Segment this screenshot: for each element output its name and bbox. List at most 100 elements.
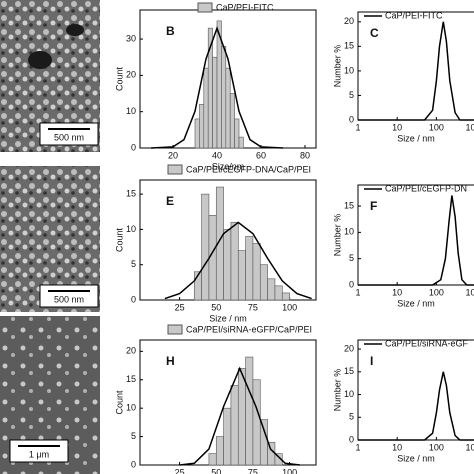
y-tick-label: 0 — [349, 434, 354, 444]
legend-swatch — [167, 324, 183, 335]
bar — [223, 407, 232, 466]
x-axis-label: Size / nm — [397, 133, 435, 143]
bar — [245, 356, 254, 466]
y-tick-label: 10 — [126, 224, 136, 234]
panel-label: I — [370, 354, 373, 368]
x-axis-label: Size / nm — [397, 453, 435, 463]
x-tick-label: 100 — [429, 442, 444, 452]
bar — [194, 118, 200, 149]
panel-label: C — [370, 26, 379, 40]
panel-label: B — [166, 24, 175, 38]
x-tick-label: 75 — [248, 302, 258, 312]
x-tick-label: 1 — [355, 122, 360, 132]
bar — [252, 243, 261, 301]
legend-label: CaP/PEI-FITC — [385, 10, 443, 20]
legend-label: CaP/PEI/cEGFP-DN — [385, 183, 467, 193]
x-tick-label: 75 — [248, 467, 258, 474]
y-tick-label: 20 — [344, 343, 354, 353]
curve — [358, 21, 474, 121]
x-tick-label: 20 — [168, 150, 178, 160]
bar — [234, 118, 240, 149]
legend-label: CaP/PEI-FITC — [216, 2, 274, 12]
sem-pore — [66, 24, 84, 36]
x-tick-label: 10 — [392, 287, 402, 297]
y-tick-label: 0 — [131, 142, 136, 152]
bar — [229, 93, 235, 149]
x-tick-label: 50 — [211, 302, 221, 312]
x-tick-label: 100 — [429, 122, 444, 132]
bar — [237, 250, 246, 301]
plot-frame — [357, 339, 474, 441]
bar — [245, 236, 254, 301]
y-tick-label: 0 — [349, 279, 354, 289]
y-tick-label: 15 — [126, 374, 136, 384]
scale-bar-label: 500 nm — [54, 132, 84, 142]
x-tick-label: 1 — [355, 287, 360, 297]
y-axis-label: Count — [114, 228, 124, 253]
y-tick-label: 20 — [126, 70, 136, 80]
bar — [267, 278, 276, 301]
y-tick-label: 15 — [344, 366, 354, 376]
y-tick-label: 15 — [344, 200, 354, 210]
x-tick-label: 1000 — [466, 287, 474, 297]
y-tick-label: 0 — [131, 459, 136, 469]
legend-label: CaP/PEI/siRNA-eGF — [385, 338, 469, 348]
y-tick-label: 15 — [126, 188, 136, 198]
x-tick-label: 50 — [211, 467, 221, 474]
x-tick-label: 100 — [282, 467, 297, 474]
y-tick-label: 5 — [349, 412, 354, 422]
y-tick-label: 10 — [344, 227, 354, 237]
bar — [223, 229, 232, 301]
y-axis-label: Number % — [332, 214, 342, 257]
curve — [358, 195, 474, 286]
bar — [259, 264, 268, 301]
bar — [225, 67, 231, 149]
y-axis-label: Number % — [332, 369, 342, 412]
curve — [179, 366, 300, 466]
y-axis-label: Number % — [332, 45, 342, 88]
bar — [208, 453, 217, 466]
y-tick-label: 30 — [126, 33, 136, 43]
x-tick-label: 40 — [212, 150, 222, 160]
bar — [281, 292, 290, 301]
y-axis-label: Count — [114, 67, 124, 92]
x-tick-label: 1000 — [466, 442, 474, 452]
bar — [252, 379, 261, 466]
curve — [164, 221, 312, 300]
bar — [203, 67, 209, 149]
y-tick-label: 10 — [126, 106, 136, 116]
y-tick-label: 10 — [126, 403, 136, 413]
x-tick-label: 1000 — [466, 122, 474, 132]
legend-swatch — [197, 2, 213, 13]
y-tick-label: 5 — [349, 90, 354, 100]
panel-label: F — [370, 199, 377, 213]
bar — [230, 222, 239, 301]
y-tick-label: 15 — [344, 41, 354, 51]
y-tick-label: 20 — [126, 346, 136, 356]
legend-label: CaP/PEI/siRNA-eGFP/CaP/PEI — [186, 324, 312, 334]
y-tick-label: 0 — [131, 294, 136, 304]
scale-bar-label: 500 nm — [54, 294, 84, 304]
y-tick-label: 0 — [349, 114, 354, 124]
bar — [212, 56, 218, 149]
y-tick-label: 5 — [349, 253, 354, 263]
bar — [221, 46, 227, 149]
x-tick-label: 100 — [429, 287, 444, 297]
x-tick-label: 10 — [392, 442, 402, 452]
bar — [215, 436, 224, 466]
x-tick-label: 10 — [392, 122, 402, 132]
bar — [259, 419, 268, 466]
curve — [358, 371, 474, 441]
bar — [199, 104, 205, 149]
x-axis-label: Size / nm — [209, 313, 247, 323]
bar — [238, 136, 244, 149]
y-tick-label: 5 — [131, 431, 136, 441]
x-axis-label: Size / nm — [397, 298, 435, 308]
x-tick-label: 25 — [175, 467, 185, 474]
bar — [237, 368, 246, 466]
bar — [274, 453, 283, 466]
sem-images: 500 nm 500 nm 1 μm — [0, 0, 100, 474]
scale-bar-label: 1 μm — [29, 449, 49, 459]
x-tick-label: 80 — [300, 150, 310, 160]
